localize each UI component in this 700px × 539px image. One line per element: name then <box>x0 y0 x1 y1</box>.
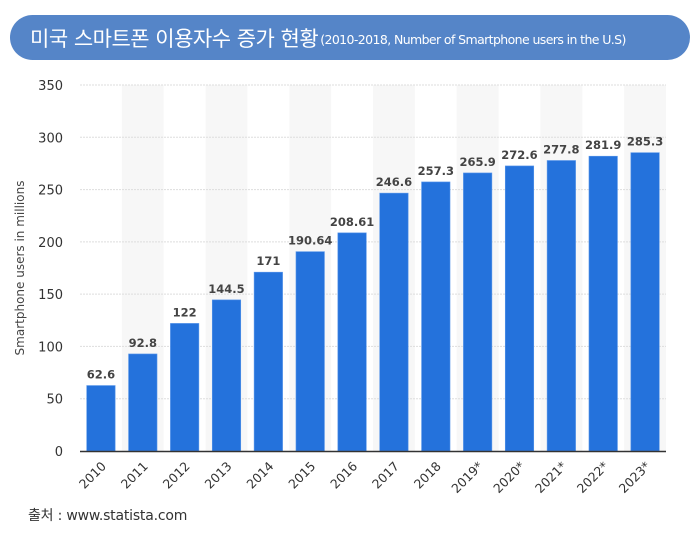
y-tick-label: 0 <box>55 445 63 460</box>
source-note: 출처 : www.statista.com <box>28 508 188 524</box>
y-tick-label: 350 <box>38 79 63 94</box>
chart-title: 미국 스마트폰 이용자수 증가 현황 <box>30 26 319 51</box>
bar <box>379 192 409 452</box>
value-label: 190.64 <box>288 234 332 248</box>
bars <box>86 152 660 452</box>
title-banner: 미국 스마트폰 이용자수 증가 현황 (2010-2018, Number of… <box>10 15 690 60</box>
x-tick-label: 2013 <box>202 459 235 492</box>
x-tick-label: 2011 <box>118 459 151 492</box>
x-tick-label: 2018 <box>411 458 444 491</box>
bar <box>211 299 242 452</box>
bar <box>86 385 116 452</box>
x-tick-label: 2015 <box>285 459 318 492</box>
bar <box>337 232 367 452</box>
x-tick-label: 2023* <box>616 459 654 497</box>
value-label: 246.6 <box>376 175 412 189</box>
value-label: 281.9 <box>585 138 621 152</box>
bar <box>170 323 200 452</box>
bar <box>295 251 325 452</box>
x-tick-label: 2022* <box>574 459 612 497</box>
bar <box>588 155 618 452</box>
value-label: 144.5 <box>208 282 244 296</box>
value-label: 208.61 <box>330 215 374 229</box>
bar <box>546 160 576 452</box>
value-label: 272.6 <box>501 148 537 162</box>
x-tick-label: 2012 <box>160 459 193 492</box>
value-labels: 62.6 92.8 122 144.5 171 190.64 208.61 246.6 257.… <box>87 135 664 382</box>
y-tick-label: 50 <box>46 393 63 408</box>
value-label: 277.8 <box>543 143 579 157</box>
value-label: 285.3 <box>627 135 663 149</box>
y-tick-label: 300 <box>38 131 63 146</box>
x-tick-label: 2016 <box>327 458 360 491</box>
value-label: 122 <box>173 305 197 319</box>
y-axis-ticks: 0 50 100 150 200 250 300 350 <box>38 79 63 460</box>
chart-subtitle: (2010-2018, Number of Smartphone users i… <box>320 32 626 47</box>
y-tick-label: 250 <box>38 184 63 199</box>
x-tick-label: 2019* <box>448 459 486 497</box>
bar <box>421 181 451 452</box>
bar <box>253 271 283 452</box>
x-tick-label: 2017 <box>369 459 402 492</box>
y-tick-label: 200 <box>38 236 63 251</box>
value-label: 257.3 <box>418 164 454 178</box>
value-label: 265.9 <box>459 155 495 169</box>
value-label: 92.8 <box>129 336 157 350</box>
y-axis-label: Smartphone users in millions <box>13 181 27 356</box>
bar <box>463 172 493 452</box>
bar <box>504 165 535 452</box>
x-axis-ticks: 2010 2011 2012 2013 2014 2015 2016 2017 2018 2019… <box>76 458 653 496</box>
value-label: 62.6 <box>87 368 115 382</box>
x-tick-label: 2021* <box>532 459 570 497</box>
bar <box>630 152 660 452</box>
x-tick-label: 2010 <box>76 458 109 491</box>
x-tick-label: 2020* <box>490 459 528 497</box>
value-label: 171 <box>256 254 280 268</box>
x-tick-label: 2014 <box>243 458 276 491</box>
bar <box>128 353 158 452</box>
y-tick-label: 100 <box>38 340 63 355</box>
y-tick-label: 150 <box>38 288 63 303</box>
